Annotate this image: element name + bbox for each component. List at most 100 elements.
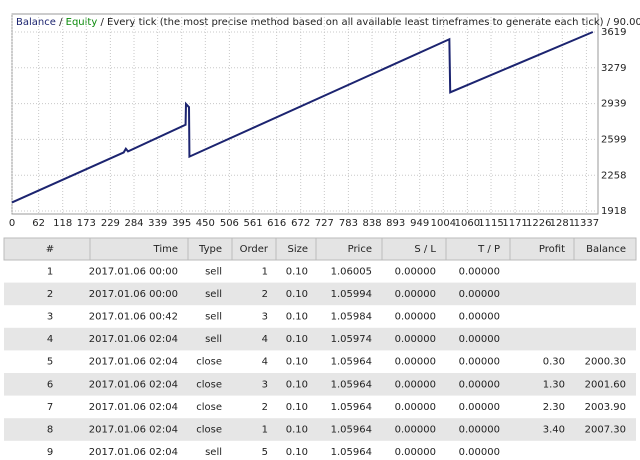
- x-tick-label: 0: [9, 218, 15, 229]
- cell: 0.10: [286, 312, 308, 323]
- cell: 0.00000: [459, 266, 500, 277]
- cell: close: [196, 425, 222, 436]
- cell: 4: [47, 334, 53, 345]
- chart-area: [0, 0, 640, 232]
- cell: 2017.01.06 02:04: [89, 402, 178, 413]
- legend-method: Every tick (the most precise method base…: [107, 17, 604, 28]
- x-tick-label: 1337: [574, 218, 599, 229]
- x-tick-label: 339: [148, 218, 167, 229]
- x-tick-label: 284: [124, 218, 143, 229]
- cell: 3: [47, 312, 53, 323]
- cell: 0.00000: [459, 357, 500, 368]
- cell: 1.05964: [331, 379, 372, 390]
- y-tick-label: 2939: [601, 99, 626, 110]
- cell: 0.10: [286, 379, 308, 390]
- cell: 2003.90: [585, 402, 626, 413]
- cell: 2000.30: [585, 357, 626, 368]
- y-tick-label: 2258: [601, 170, 626, 181]
- cell: 3: [262, 312, 268, 323]
- column-header: Type: [198, 244, 222, 255]
- column-header: Time: [153, 244, 178, 255]
- cell: 1: [262, 266, 268, 277]
- x-tick-label: 616: [267, 218, 286, 229]
- cell: 2017.01.06 00:00: [89, 266, 178, 277]
- cell: 1.05964: [331, 402, 372, 413]
- cell: 0.30: [543, 357, 565, 368]
- cell: 2: [262, 402, 268, 413]
- legend-balance: Balance: [16, 17, 56, 28]
- cell: 1.06005: [331, 266, 372, 277]
- x-tick-label: 62: [32, 218, 45, 229]
- x-tick-label: 727: [315, 218, 334, 229]
- cell: 5: [47, 357, 53, 368]
- cell: 2017.01.06 02:04: [89, 447, 178, 458]
- cell: 0.00000: [459, 379, 500, 390]
- cell: 0.00000: [395, 289, 436, 300]
- cell: 9: [47, 447, 53, 458]
- x-tick-label: 1281: [550, 218, 575, 229]
- x-tick-label: 838: [362, 218, 381, 229]
- cell: 0.00000: [395, 379, 436, 390]
- cell: 4: [262, 357, 268, 368]
- cell: 0.10: [286, 447, 308, 458]
- cell: 4: [262, 334, 268, 345]
- x-tick-label: 893: [386, 218, 405, 229]
- x-tick-label: 1004: [431, 218, 456, 229]
- cell: 1.30: [543, 379, 565, 390]
- cell: 2017.01.06 00:00: [89, 289, 178, 300]
- cell: 7: [47, 402, 53, 413]
- balance-line: [11, 31, 594, 204]
- cell: 1.05994: [331, 289, 372, 300]
- x-tick-label: 173: [77, 218, 96, 229]
- x-tick-label: 949: [410, 218, 429, 229]
- column-header: Profit: [539, 244, 565, 255]
- x-tick-label: 450: [196, 218, 215, 229]
- row-background: [4, 373, 636, 396]
- cell: 2017.01.06 02:04: [89, 357, 178, 368]
- x-tick-label: 1226: [526, 218, 551, 229]
- column-header: #: [46, 244, 54, 255]
- cell: close: [196, 357, 222, 368]
- cell: 2007.30: [585, 425, 626, 436]
- cell: close: [196, 379, 222, 390]
- x-tick-label: 1060: [455, 218, 480, 229]
- cell: close: [196, 402, 222, 413]
- legend-equity: Equity: [66, 17, 98, 28]
- cell: 0.10: [286, 334, 308, 345]
- legend: Balance / Equity / Every tick (the most …: [16, 17, 640, 28]
- cell: sell: [205, 266, 222, 277]
- column-header: S / L: [414, 244, 436, 255]
- cell: sell: [205, 312, 222, 323]
- cell: sell: [205, 447, 222, 458]
- cell: 0.00000: [395, 357, 436, 368]
- cell: 0.00000: [395, 266, 436, 277]
- cell: 0.00000: [459, 402, 500, 413]
- x-tick-label: 395: [172, 218, 191, 229]
- y-tick-label: 1918: [601, 206, 626, 217]
- cell: 0.10: [286, 402, 308, 413]
- x-tick-label: 672: [291, 218, 310, 229]
- cell: 2: [47, 289, 53, 300]
- cell: 0.00000: [395, 447, 436, 458]
- cell: 0.10: [286, 425, 308, 436]
- cell: 0.10: [286, 357, 308, 368]
- legend-sep: /: [100, 17, 104, 28]
- column-header: Balance: [586, 244, 626, 255]
- cell: 3.40: [543, 425, 565, 436]
- cell: 0.00000: [395, 334, 436, 345]
- x-tick-label: 561: [243, 218, 262, 229]
- row-background: [4, 282, 636, 306]
- cell: sell: [205, 334, 222, 345]
- cell: 0.00000: [459, 425, 500, 436]
- cell: 1.05964: [331, 447, 372, 458]
- x-tick-label: 229: [101, 218, 120, 229]
- column-header: Price: [348, 244, 372, 255]
- cell: 2017.01.06 00:42: [89, 312, 178, 323]
- x-tick-label: 1171: [502, 218, 527, 229]
- cell: 5: [262, 447, 268, 458]
- column-header: T / P: [477, 244, 500, 255]
- cell: 0.00000: [459, 312, 500, 323]
- cell: 2017.01.06 02:04: [89, 425, 178, 436]
- x-tick-label: 118: [53, 218, 72, 229]
